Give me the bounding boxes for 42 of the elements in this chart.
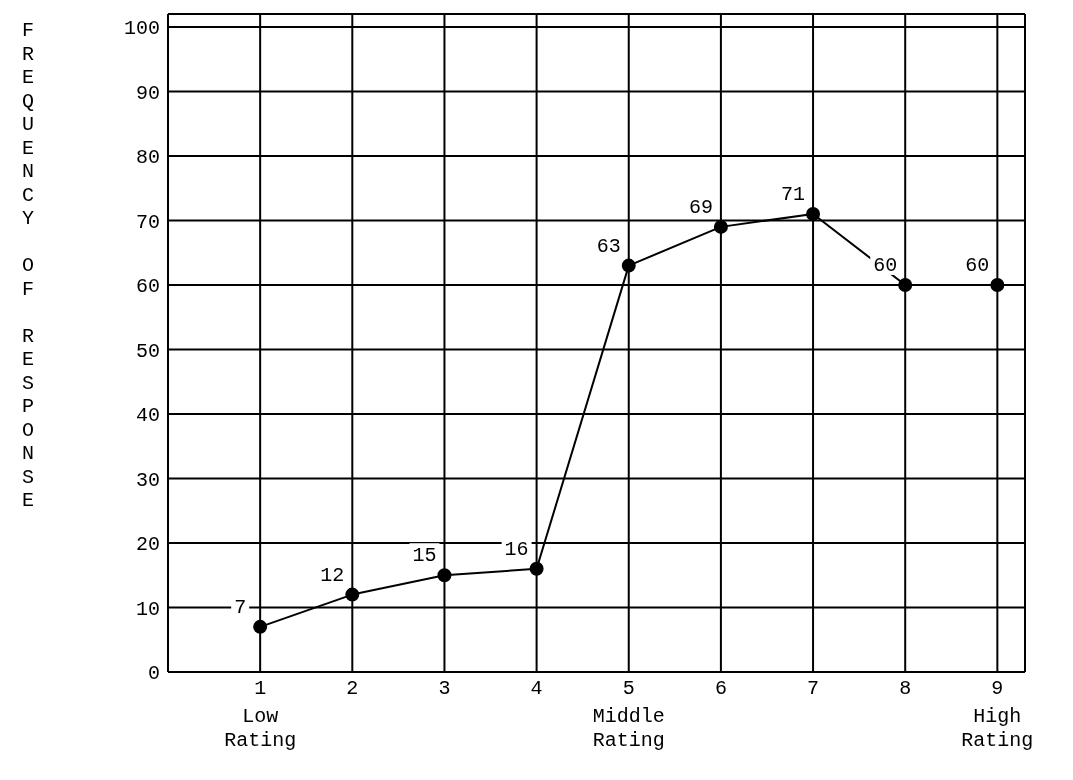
y-tick-label: 40 — [135, 404, 160, 428]
x-tick-label: 2 — [346, 677, 359, 700]
point — [898, 277, 913, 292]
x-tick-label: 8 — [899, 677, 912, 700]
x-tick-label: 6 — [714, 677, 727, 700]
point — [621, 258, 636, 273]
text: High Rating — [961, 705, 1034, 752]
y-tick-label: 60 — [135, 275, 160, 299]
data-label: 15 — [412, 544, 437, 568]
point — [437, 568, 452, 583]
data-label: 16 — [504, 537, 529, 561]
point — [713, 219, 728, 234]
text: Low Rating — [224, 705, 297, 752]
x-tick-label: 3 — [438, 677, 451, 700]
y-tick-label: 70 — [135, 210, 160, 234]
x-tick-label: 9 — [991, 677, 1004, 700]
y-tick-label: 50 — [135, 339, 160, 363]
text: Middle Rating — [592, 705, 665, 752]
data-label: 7 — [234, 595, 247, 619]
point — [345, 587, 360, 602]
x-tick-label: 5 — [622, 677, 635, 700]
y-tick-label: 80 — [135, 146, 160, 170]
y-tick-label: 20 — [135, 533, 160, 557]
y-tick-label: 10 — [135, 597, 160, 621]
x-tick-label: 4 — [530, 677, 543, 700]
text: FREQUENCY OF RESPONSE — [21, 19, 35, 512]
y-tick-label: 0 — [147, 662, 160, 686]
y-tick-label: 30 — [135, 468, 160, 492]
data-label: 69 — [688, 195, 713, 219]
data-label: 12 — [320, 563, 345, 587]
x-tick-label: 7 — [807, 677, 820, 700]
data-label: 63 — [596, 234, 621, 258]
point — [806, 206, 821, 221]
point — [253, 619, 268, 634]
data-label: 71 — [781, 182, 806, 206]
y-tick-label: 100 — [123, 17, 160, 40]
x-tick-label: 1 — [254, 677, 267, 700]
data-label: 60 — [965, 253, 990, 277]
data-label: 60 — [873, 253, 898, 277]
point — [990, 277, 1005, 292]
y-tick-label: 90 — [135, 81, 160, 105]
point — [529, 561, 544, 576]
